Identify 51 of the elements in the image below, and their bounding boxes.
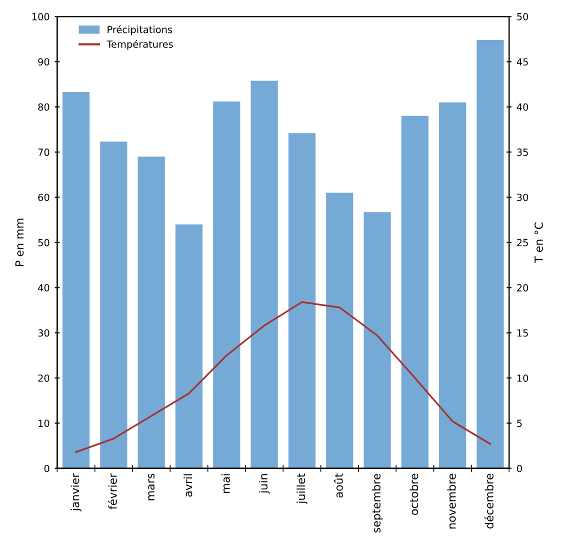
- x-tick-label: avril: [184, 474, 192, 497]
- legend-label: Précipitations: [108, 25, 172, 36]
- y2-tick-label: 10: [517, 374, 528, 382]
- bar: [326, 192, 354, 468]
- y2-tick-label: 0: [517, 464, 522, 472]
- y-tick-label: 50: [38, 238, 50, 246]
- bar: [100, 142, 128, 468]
- y-tick-label: 70: [38, 148, 50, 156]
- y-tick-label: 0: [44, 464, 50, 472]
- bar: [250, 80, 278, 468]
- bar: [439, 102, 466, 468]
- x-tick-label: février: [108, 473, 117, 510]
- y-tick-label: 30: [38, 329, 50, 337]
- y2-tick-label: 15: [517, 329, 528, 337]
- y-tick-label: 80: [38, 103, 50, 111]
- x-tick-label: novembre: [447, 474, 456, 528]
- bar: [213, 101, 240, 468]
- y2-tick-label: 25: [517, 238, 528, 246]
- bar: [175, 224, 203, 468]
- y-tick-label: 20: [38, 374, 50, 382]
- line-series: [75, 301, 492, 453]
- x-tick-label: septembre: [372, 474, 383, 533]
- y-tick-label: 60: [38, 194, 50, 202]
- bar: [62, 92, 90, 468]
- x-tick-label: août: [334, 473, 343, 498]
- y2-tick-label: 40: [516, 103, 528, 111]
- legend-label: Températures: [106, 40, 173, 50]
- y2-axis-title: T en °C: [534, 222, 543, 263]
- y2-tick-label: 50: [517, 13, 528, 20]
- y2-tick-label: 5: [517, 420, 522, 427]
- x-tick-label: octobre: [410, 474, 418, 515]
- y-tick-label: 90: [38, 58, 50, 66]
- bar: [288, 133, 316, 468]
- y2-tick-label: 30: [517, 194, 528, 202]
- x-tick-label: juin: [258, 474, 270, 494]
- bar: [476, 40, 504, 468]
- x-tick-label: mars: [148, 474, 155, 500]
- y-tick-label: 10: [38, 420, 50, 427]
- x-tick-label: mai: [221, 474, 230, 493]
- y-tick-label: 100: [32, 13, 50, 20]
- y2-tick-label: 20: [517, 284, 528, 292]
- x-tick-label: décembre: [484, 474, 494, 528]
- x-tick-label: janvier: [70, 473, 82, 512]
- x-tick-label: juillet: [296, 473, 308, 504]
- bar: [138, 156, 165, 468]
- bar: [364, 212, 391, 468]
- y-axis-title: P en mm: [15, 218, 24, 266]
- y2-tick-label: 35: [517, 148, 528, 156]
- y2-tick-label: 45: [516, 58, 528, 66]
- bar: [401, 116, 428, 468]
- y-tick-label: 40: [38, 284, 50, 292]
